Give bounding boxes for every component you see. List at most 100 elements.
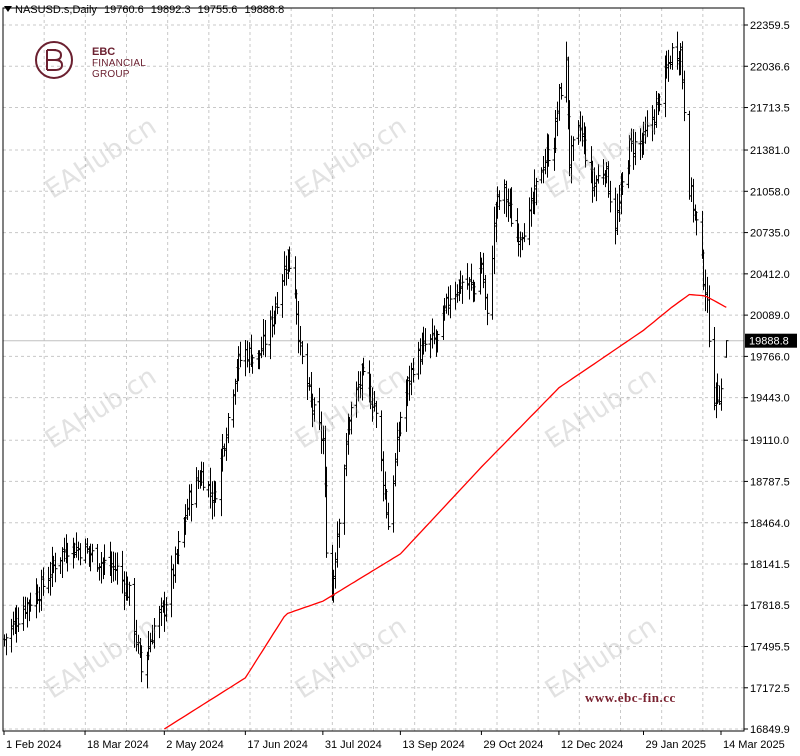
ohlc-bar <box>694 211 699 236</box>
ohlc-bar <box>583 126 588 168</box>
ohlc-bar <box>423 328 428 352</box>
ohlc-bar <box>41 567 46 596</box>
y-tick-label: 17495.5 <box>750 642 790 654</box>
ohlc-bar <box>324 466 329 558</box>
website-label: www.ebc-fin.cc <box>585 690 676 705</box>
y-tick-label: 18464.0 <box>750 518 790 530</box>
open-value: 19760.6 <box>103 4 144 16</box>
ohlc-bar <box>724 340 729 358</box>
y-tick-label: 20735.0 <box>750 228 790 240</box>
ohlc-bar <box>534 177 539 206</box>
y-tick-label: 19443.0 <box>750 393 790 405</box>
y-tick-label: 17818.5 <box>750 600 790 612</box>
y-tick-label: 21713.5 <box>750 103 790 115</box>
price-axis: 22359.5 22036.6 21713.5 21381.0 21058.0 20735… <box>744 20 797 736</box>
ohlc-bar <box>152 617 157 649</box>
moving-average-line <box>163 293 727 730</box>
chart-header: NASUSD.s,Daily 19760.6 19892.3 19755.6 1… <box>4 4 288 16</box>
ohlc-bar <box>115 552 120 585</box>
x-tick-label: 17 Jun 2024 <box>247 739 308 751</box>
current-price-badge-bg <box>745 333 797 348</box>
close-value: 19888.8 <box>244 4 285 16</box>
ohlc-bar <box>374 400 379 428</box>
ohlc-bar <box>28 592 33 612</box>
y-tick-label: 20089.0 <box>750 310 790 322</box>
ohlc-bar <box>620 171 625 196</box>
x-tick-label: 29 Jan 2025 <box>645 739 706 751</box>
y-tick-label: 19110.0 <box>750 435 789 447</box>
current-price-badge: 19888.8 <box>745 333 797 348</box>
low-value: 19755.6 <box>197 4 238 16</box>
ohlc-bar <box>435 330 440 353</box>
ohlc-bar <box>608 180 613 213</box>
ohlc-bar <box>361 357 366 376</box>
ohlc-bar <box>4 633 9 656</box>
y-tick-label: 20412.0 <box>750 269 790 281</box>
ohlc-bar <box>65 542 70 572</box>
ohlc-bar <box>349 401 354 435</box>
ohlc-bar <box>460 275 465 304</box>
ohlc-bar <box>596 164 601 184</box>
ohlc-bar <box>53 552 58 583</box>
ohlc-bar <box>645 110 650 138</box>
x-tick-label: 1 Feb 2024 <box>6 739 62 751</box>
logo-text-financial: FINANCIAL <box>92 58 147 69</box>
x-tick-label: 2 May 2024 <box>166 739 223 751</box>
logo-text-ebc: EBC <box>92 46 116 58</box>
ebc-logo: EBC FINANCIAL GROUP <box>34 40 164 86</box>
ohlc-bar <box>300 340 305 365</box>
ohlc-bar <box>176 531 181 565</box>
ohlc-bar <box>472 281 477 302</box>
dropdown-triangle-icon[interactable] <box>4 6 12 12</box>
logo-text-group: GROUP <box>92 69 130 80</box>
ohlc-bar <box>164 597 169 622</box>
y-tick-label: 22036.6 <box>750 61 790 73</box>
ohlc-bar <box>448 285 453 319</box>
ebc-logo-icon <box>35 41 73 79</box>
ohlc-bar <box>559 82 564 100</box>
y-tick-label: 21381.0 <box>750 145 790 157</box>
ohlc-bar <box>719 378 724 411</box>
ohlc-bar <box>287 246 292 272</box>
ohlc-bar <box>189 483 194 522</box>
symbol-label: NASUSD.s,Daily <box>15 4 97 16</box>
ohlc-bar <box>398 411 403 437</box>
ohlc-bar <box>312 397 317 422</box>
ohlc-bar <box>102 544 107 576</box>
ohlc-bar <box>139 645 144 683</box>
x-tick-label: 13 Sep 2024 <box>402 739 464 751</box>
ohlc-bar <box>226 413 231 444</box>
y-tick-label: 18141.5 <box>750 559 790 571</box>
ohlc-bar <box>201 462 206 491</box>
ohlc-bars <box>2 31 729 689</box>
ohlc-bar <box>509 187 514 227</box>
ohlc-bar <box>275 292 280 315</box>
x-tick-label: 18 Mar 2024 <box>87 739 149 751</box>
ohlc-bar <box>485 293 490 326</box>
ohlc-bar <box>657 93 662 112</box>
ohlc-bar <box>682 70 687 122</box>
ohlc-bar <box>497 190 502 211</box>
y-tick-label: 16849.9 <box>750 724 790 736</box>
ohlc-bar <box>250 354 255 374</box>
x-tick-label: 12 Dec 2024 <box>561 739 623 751</box>
ohlc-bar <box>707 285 712 348</box>
high-value: 19892.3 <box>150 4 191 16</box>
ohlc-bar <box>522 223 527 243</box>
ohlc-bar <box>411 358 416 383</box>
y-tick-label: 18787.5 <box>750 476 790 488</box>
ohlc-bar <box>238 341 243 368</box>
ohlc-bar <box>337 518 342 548</box>
time-axis: 1 Feb 2024 18 Mar 2024 2 May 2024 17 Jun 20… <box>3 731 785 751</box>
y-tick-label: 22359.5 <box>750 20 790 32</box>
ohlc-bar <box>386 502 391 530</box>
ohlc-bar <box>670 42 675 70</box>
ohlc-bar <box>213 481 218 503</box>
ohlc-bar <box>90 543 95 563</box>
y-tick-label: 21058.0 <box>750 186 790 198</box>
x-tick-label: 29 Oct 2024 <box>483 739 543 751</box>
ohlc-bar <box>571 136 576 162</box>
y-tick-label: 17172.5 <box>750 683 790 695</box>
